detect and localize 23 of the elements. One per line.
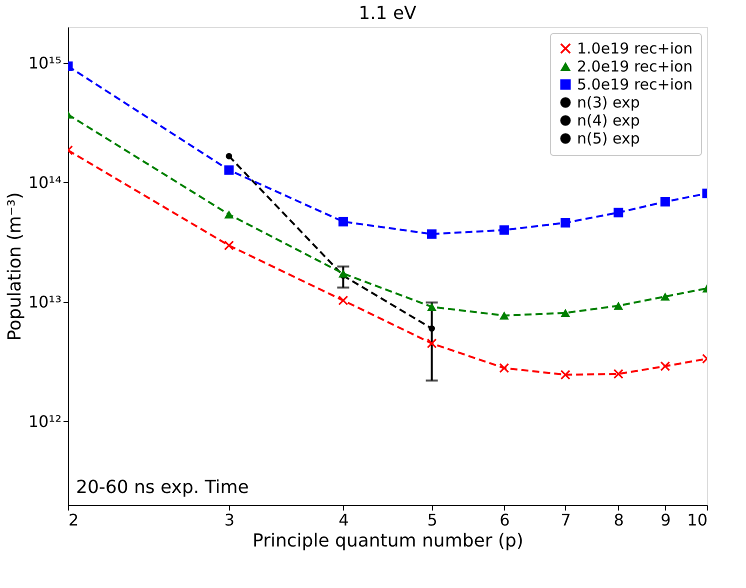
- y-tick-label: 10¹⁵: [28, 53, 62, 72]
- x-tick-label: 7: [560, 510, 571, 530]
- x-tick-label: 10: [687, 510, 708, 530]
- x-tick-label: 9: [660, 510, 671, 530]
- annotation: 20-60 ns exp. Time: [76, 477, 249, 498]
- x-tick-label: 8: [614, 510, 624, 530]
- x-tick-label: 3: [224, 510, 235, 530]
- x-tick-label: 2: [68, 510, 79, 530]
- x-tick-label: 5: [427, 510, 438, 530]
- legend-label: 5.0e19 rec+ion: [577, 76, 693, 94]
- legend-label: n(3) exp: [577, 94, 640, 112]
- legend-label: 1.0e19 rec+ion: [577, 40, 693, 58]
- legend-label: n(5) exp: [577, 130, 640, 148]
- chart-title: 1.1 eV: [358, 3, 418, 24]
- y-tick-label: 10¹⁴: [28, 172, 62, 192]
- x-tick-label: 4: [338, 510, 349, 530]
- legend-label: 2.0e19 rec+ion: [577, 58, 693, 76]
- legend-label: n(4) exp: [577, 112, 640, 130]
- x-tick-label: 6: [500, 510, 510, 530]
- y-axis-title: Population (m⁻³): [4, 192, 26, 341]
- y-tick-label: 10¹³: [28, 292, 62, 312]
- y-tick-label: 10¹²: [28, 412, 62, 431]
- x-axis-title: Principle quantum number (p): [252, 530, 524, 552]
